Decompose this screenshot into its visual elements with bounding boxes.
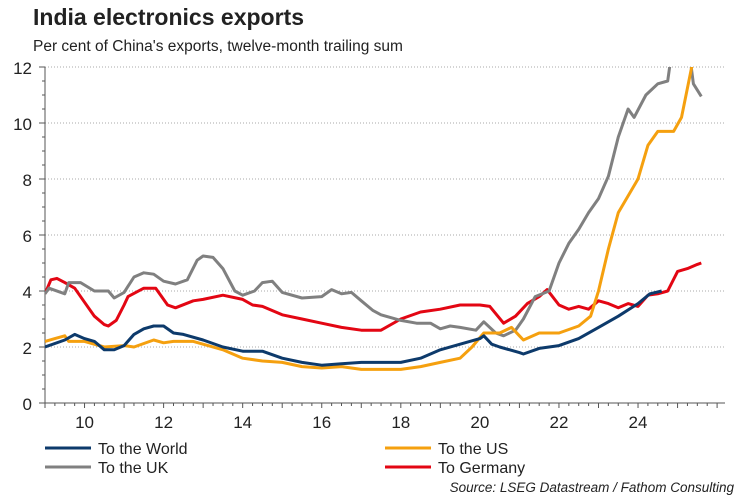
x-tick-label: 10 [75,413,94,432]
x-tick-label: 20 [470,413,489,432]
y-tick-label: 12 [13,59,32,78]
chart-title: India electronics exports [33,4,304,30]
series-line-to-germany [45,261,702,332]
x-tick-label: 18 [391,413,410,432]
x-tick-label: 16 [312,413,331,432]
chart-subtitle: Per cent of China's exports, twelve-mont… [33,38,403,55]
legend-label: To Germany [438,460,525,477]
series-line-to-the-us [45,67,694,371]
y-tick-label: 10 [13,115,32,134]
legend-label: To the UK [98,460,169,477]
y-tick-label: 4 [23,283,32,302]
series-line-to-the-uk [45,67,703,338]
series-line-to-the-world [45,289,663,367]
legend-label: To the US [438,441,508,458]
y-tick-label: 8 [23,171,32,190]
y-tick-label: 0 [23,395,32,414]
x-tick-label: 12 [154,413,173,432]
x-tick-label: 24 [629,413,648,432]
x-tick-label: 14 [233,413,252,432]
y-tick-label: 6 [23,227,32,246]
y-tick-label: 2 [23,339,32,358]
source-note: Source: LSEG Datastream / Fathom Consult… [449,480,734,495]
x-tick-label: 22 [549,413,568,432]
legend-label: To the World [98,441,188,458]
